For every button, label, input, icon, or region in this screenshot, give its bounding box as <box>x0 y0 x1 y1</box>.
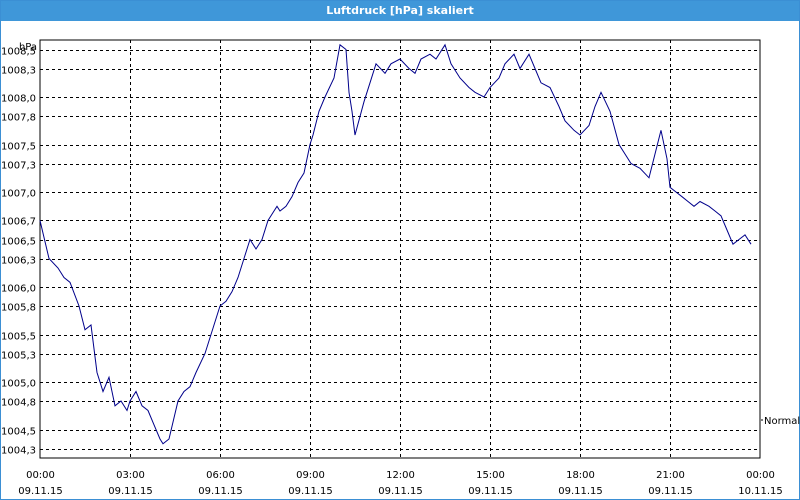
x-tick-date: 09.11.15 <box>108 486 153 497</box>
y-axis-unit-label: hPa <box>19 42 37 53</box>
x-tick-date: 09.11.15 <box>648 486 693 497</box>
y-tick-label: 1008,3 <box>1 66 36 77</box>
x-tick-time: 21:00 <box>656 470 685 481</box>
y-tick-label: 1006,0 <box>1 284 36 295</box>
x-tick-time: 00:00 <box>746 470 775 481</box>
x-tick-date: 10.11.15 <box>738 486 783 497</box>
y-tick-label: 1008,0 <box>1 94 36 105</box>
x-tick-time: 06:00 <box>206 470 235 481</box>
y-tick-label: 1004,8 <box>1 398 36 409</box>
y-tick-label: 1004,3 <box>1 446 36 457</box>
x-tick-date: 09.11.15 <box>558 486 603 497</box>
x-tick-date: 09.11.15 <box>18 486 63 497</box>
x-tick-time: 12:00 <box>386 470 415 481</box>
y-tick-label: 1006,5 <box>1 237 36 248</box>
x-tick-date: 09.11.15 <box>288 486 333 497</box>
y-tick-label: 1006,3 <box>1 256 36 267</box>
y-tick-label: 1007,0 <box>1 189 36 200</box>
x-tick-time: 00:00 <box>26 470 55 481</box>
x-tick-date: 09.11.15 <box>198 486 243 497</box>
y-tick-label: 1005,3 <box>1 351 36 362</box>
series-line <box>39 43 752 445</box>
y-tick-label: 1005,5 <box>1 332 36 343</box>
y-tick-label: 1004,5 <box>1 427 36 438</box>
y-tick-label: 1007,3 <box>1 161 36 172</box>
y-tick-label: 1005,8 <box>1 303 36 314</box>
y-tick-label: 1007,8 <box>1 113 36 124</box>
x-tick-time: 09:00 <box>296 470 325 481</box>
chart-title: Luftdruck [hPa] skaliert <box>1 1 799 21</box>
x-tick-date: 09.11.15 <box>378 486 423 497</box>
legend-label: Normal <box>764 416 800 427</box>
y-tick-label: 1006,7 <box>1 217 36 228</box>
x-tick-time: 03:00 <box>116 470 145 481</box>
y-tick-label: 1008,5 <box>1 47 36 58</box>
x-tick-date: 09.11.15 <box>468 486 513 497</box>
x-tick-time: 18:00 <box>566 470 595 481</box>
x-tick-time: 15:00 <box>476 470 505 481</box>
y-tick-label: 1007,5 <box>1 142 36 153</box>
y-tick-label: 1005,0 <box>1 379 36 390</box>
